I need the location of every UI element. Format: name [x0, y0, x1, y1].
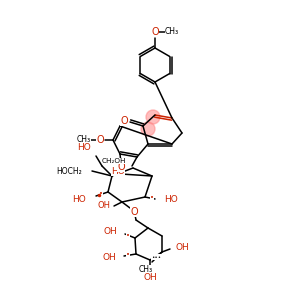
Text: O: O: [117, 162, 125, 172]
Text: •: •: [126, 233, 130, 239]
Text: •: •: [99, 191, 103, 197]
Text: OH: OH: [102, 253, 116, 262]
Text: O: O: [96, 135, 104, 145]
Text: OH: OH: [143, 274, 157, 283]
Text: HO: HO: [111, 167, 125, 176]
Text: •••: •••: [151, 254, 161, 260]
Text: OH: OH: [103, 227, 117, 236]
Text: O: O: [120, 116, 128, 126]
Text: •: •: [150, 195, 154, 201]
Text: O: O: [130, 207, 138, 217]
Text: •: •: [126, 252, 130, 258]
Text: CH₂OH: CH₂OH: [102, 158, 127, 164]
Circle shape: [146, 110, 160, 124]
Text: HO: HO: [72, 194, 86, 203]
Text: HOCH₂: HOCH₂: [56, 167, 82, 176]
Text: HO: HO: [77, 143, 91, 152]
Text: OH: OH: [97, 202, 110, 211]
Text: HO: HO: [164, 194, 178, 203]
Text: O: O: [151, 27, 159, 37]
Circle shape: [141, 122, 155, 136]
Text: OH: OH: [176, 244, 190, 253]
Text: CH₃: CH₃: [165, 28, 179, 37]
Text: CH₃: CH₃: [139, 266, 153, 274]
Text: CH₃: CH₃: [77, 136, 91, 145]
